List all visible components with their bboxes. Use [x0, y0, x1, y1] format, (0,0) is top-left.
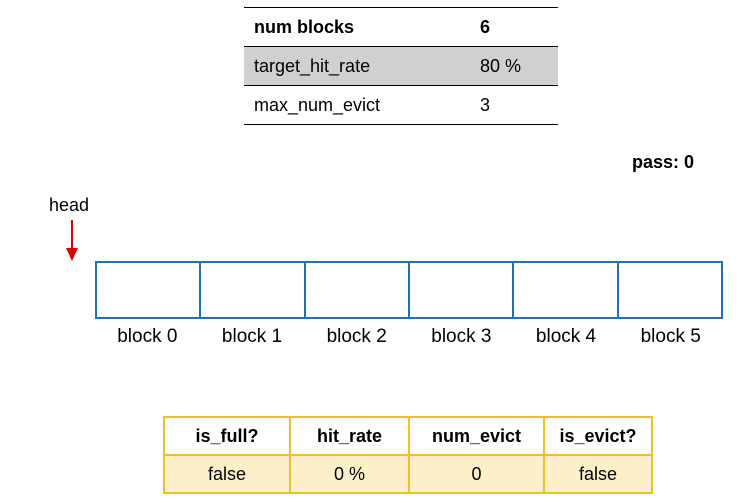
status-value-row: false 0 % 0 false — [163, 454, 653, 494]
pass-counter: pass: 0 — [631, 152, 694, 172]
param-row: num blocks 6 — [244, 7, 558, 47]
block-label: block 4 — [535, 326, 597, 347]
block-cell — [306, 263, 410, 317]
block-label: block 5 — [640, 326, 701, 347]
param-key: target_hit_rate — [244, 46, 480, 86]
status-header: is_evict? — [543, 416, 653, 456]
block-cell — [514, 263, 619, 317]
block-cell — [619, 263, 721, 317]
block-label: block 1 — [221, 326, 283, 347]
param-value: 6 — [480, 16, 491, 37]
status-value: false — [163, 454, 291, 494]
block-label: block 0 — [117, 326, 178, 347]
status-header-row: is_full? hit_rate num_evict is_evict? — [163, 416, 653, 456]
block-array — [95, 261, 723, 319]
status-value: 0 % — [289, 454, 410, 494]
status-header: is_full? — [163, 416, 291, 456]
param-key: num blocks — [254, 16, 355, 37]
param-row: target_hit_rate 80 % — [244, 46, 558, 86]
block-label: block 3 — [431, 326, 492, 347]
parameter-table: num blocks 6 target_hit_rate 80 % max_nu… — [244, 7, 558, 125]
head-label: head — [49, 195, 90, 215]
status-header: num_evict — [408, 416, 545, 456]
block-label: block 2 — [326, 326, 387, 347]
param-value: 3 — [480, 94, 491, 115]
block-cell — [97, 263, 202, 317]
block-label-row: block 0 block 1 block 2 block 3 block 4 … — [95, 326, 723, 348]
status-value: false — [543, 454, 653, 494]
block-cell — [410, 263, 515, 317]
param-key: max_num_evict — [254, 94, 381, 115]
head-arrow-icon — [66, 220, 78, 261]
block-cell — [201, 263, 306, 317]
param-row: max_num_evict 3 — [244, 86, 558, 125]
status-header: hit_rate — [289, 416, 410, 456]
status-value: 0 — [408, 454, 545, 494]
status-table: is_full? hit_rate num_evict is_evict? fa… — [163, 416, 653, 494]
param-value: 80 % — [480, 46, 558, 86]
